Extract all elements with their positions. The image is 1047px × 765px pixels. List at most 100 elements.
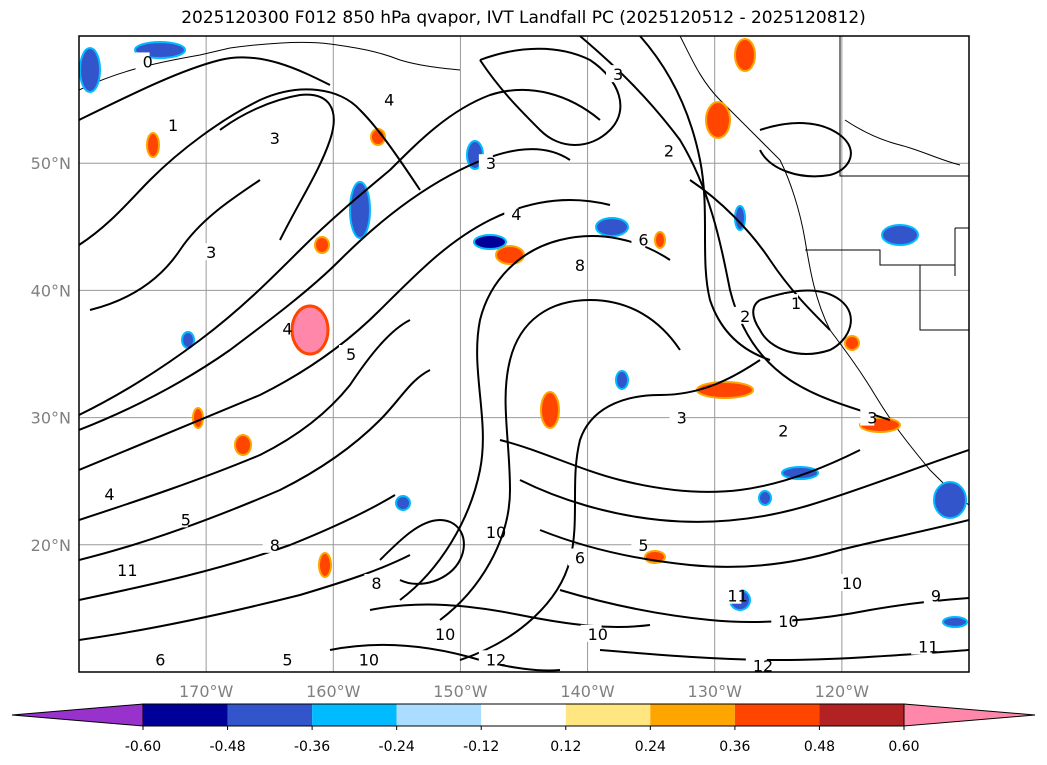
contour-label-bg	[631, 535, 646, 553]
gridlines	[79, 36, 969, 672]
contour-label-bg	[733, 306, 748, 324]
contour-label: 10	[359, 650, 379, 669]
contour-label: 3	[867, 409, 877, 428]
contour-label: 2	[740, 307, 750, 326]
contour-label-bg	[97, 484, 112, 502]
contour-label-bg	[567, 548, 582, 566]
contour-label: 10	[778, 612, 798, 631]
lon-tick-label: 160°W	[306, 682, 361, 701]
contour-label-bg	[135, 52, 150, 70]
contour-label: 12	[486, 650, 506, 669]
lon-tick-label: 170°W	[179, 682, 234, 701]
contour-label: 2	[664, 141, 674, 160]
colorbar-tick-label: -0.24	[379, 739, 415, 755]
contour-label: 11	[918, 638, 938, 657]
contour-label-bg	[364, 573, 379, 591]
contour-label: 11	[727, 587, 747, 606]
contour-label-bg	[771, 421, 786, 439]
contour-label-bg	[478, 154, 493, 172]
colorbar-segment	[565, 704, 651, 726]
contour-label: 10	[842, 574, 862, 593]
colorbar-tick-label: 0.48	[804, 739, 835, 755]
contour-label-bg	[923, 586, 938, 604]
contour-label-bg	[720, 586, 742, 604]
contour-labels: 0 1 4 3 3 3 2 4 3 4 5 8 6 2 1 3 2 3 4 5 8 11 8 10 6 5 11 10 10 10 10 12…	[97, 52, 941, 676]
contour-label-bg	[771, 612, 793, 630]
contour-label-bg	[262, 535, 277, 553]
contour-label-bg	[351, 650, 373, 668]
contour-label: 10	[486, 523, 506, 542]
contour-label-bg	[199, 243, 214, 261]
contour-label-bg	[567, 255, 582, 273]
colorbar-segment	[312, 704, 397, 726]
contour-label: 4	[104, 485, 114, 504]
map-title: 2025120300 F012 850 hPa qvapor, IVT Land…	[181, 8, 866, 28]
colorbar-tick-label: 0.60	[888, 739, 919, 755]
contour-label: 5	[181, 510, 191, 529]
contour-label: 9	[931, 587, 941, 606]
colorbar-tick-label: -0.60	[125, 739, 161, 755]
colorbar-tick-label: 0.24	[635, 739, 666, 755]
colorbar-segment	[481, 704, 566, 726]
longitude-labels: 170°W 160°W 150°W 140°W 130°W 120°W	[179, 682, 869, 701]
contour-label: 1	[791, 294, 801, 313]
colorbar-tick-label: -0.48	[209, 739, 245, 755]
colorbar-frame	[142, 703, 905, 727]
contour-label-bg	[911, 637, 933, 655]
contour-label: 6	[575, 549, 585, 568]
contour-label: 11	[117, 561, 137, 580]
contour-label-bg	[173, 510, 188, 528]
contour-label-bg	[834, 573, 856, 591]
contour-label-bg	[745, 656, 767, 672]
lat-tick-label: 30°N	[31, 409, 71, 428]
colorbar-segment	[396, 704, 482, 726]
lat-tick-label: 50°N	[31, 154, 71, 173]
contour-label: 3	[613, 65, 623, 84]
map-frame	[78, 35, 970, 673]
lon-tick-label: 140°W	[560, 682, 615, 701]
colorbar-tick-label: -0.12	[463, 739, 499, 755]
contour-label: 4	[282, 320, 292, 339]
lon-tick-label: 130°W	[688, 682, 743, 701]
contour-label: 12	[753, 657, 773, 676]
colorbar-extend-min	[11, 703, 144, 727]
contour-label: 3	[677, 409, 687, 428]
contour-label-bg	[161, 116, 175, 134]
lat-tick-label: 40°N	[31, 281, 71, 300]
lat-tick-label: 20°N	[31, 536, 71, 555]
contour-label: 1	[168, 116, 178, 135]
contour-label: 4	[511, 205, 521, 224]
contour-label-bg	[110, 561, 132, 579]
contour-label-bg	[339, 345, 353, 362]
colorbar-extend-max	[903, 703, 1036, 727]
map-area	[79, 36, 969, 672]
colorbar-tick-label: 0.12	[550, 739, 581, 755]
contour-label-bg	[148, 650, 163, 668]
contour-label-bg	[580, 624, 602, 642]
contour-label-bg	[478, 650, 500, 668]
colorbar-segment	[734, 704, 820, 726]
colorbar-segment	[227, 704, 313, 726]
contour-label-bg	[377, 90, 392, 108]
contour-label: 3	[206, 243, 216, 262]
contour-label-bg	[606, 65, 620, 83]
contour-label: 8	[371, 574, 381, 593]
contour-label-bg	[656, 141, 671, 159]
contour-label: 10	[588, 625, 608, 644]
colorbar: -0.60 -0.48 -0.36 -0.24 -0.12 0.12 0.24 0.36 0.4…	[11, 703, 1036, 755]
contour-label-bg	[504, 205, 519, 223]
contour-label: 6	[155, 650, 165, 669]
colorbar-segment	[819, 704, 904, 726]
contour-label-bg	[275, 319, 290, 337]
contour-label: 0	[143, 52, 153, 71]
colorbar-tick-label: 0.36	[719, 739, 750, 755]
contour-label-bg	[262, 128, 277, 146]
contour-label: 8	[270, 536, 280, 555]
contour-label: 6	[638, 231, 648, 250]
contour-label: 5	[282, 650, 292, 669]
contour-label-bg	[860, 408, 875, 426]
contour-label: 8	[575, 256, 585, 275]
contour-label-bg	[669, 408, 684, 426]
colorbar-tick-label: -0.36	[294, 739, 330, 755]
